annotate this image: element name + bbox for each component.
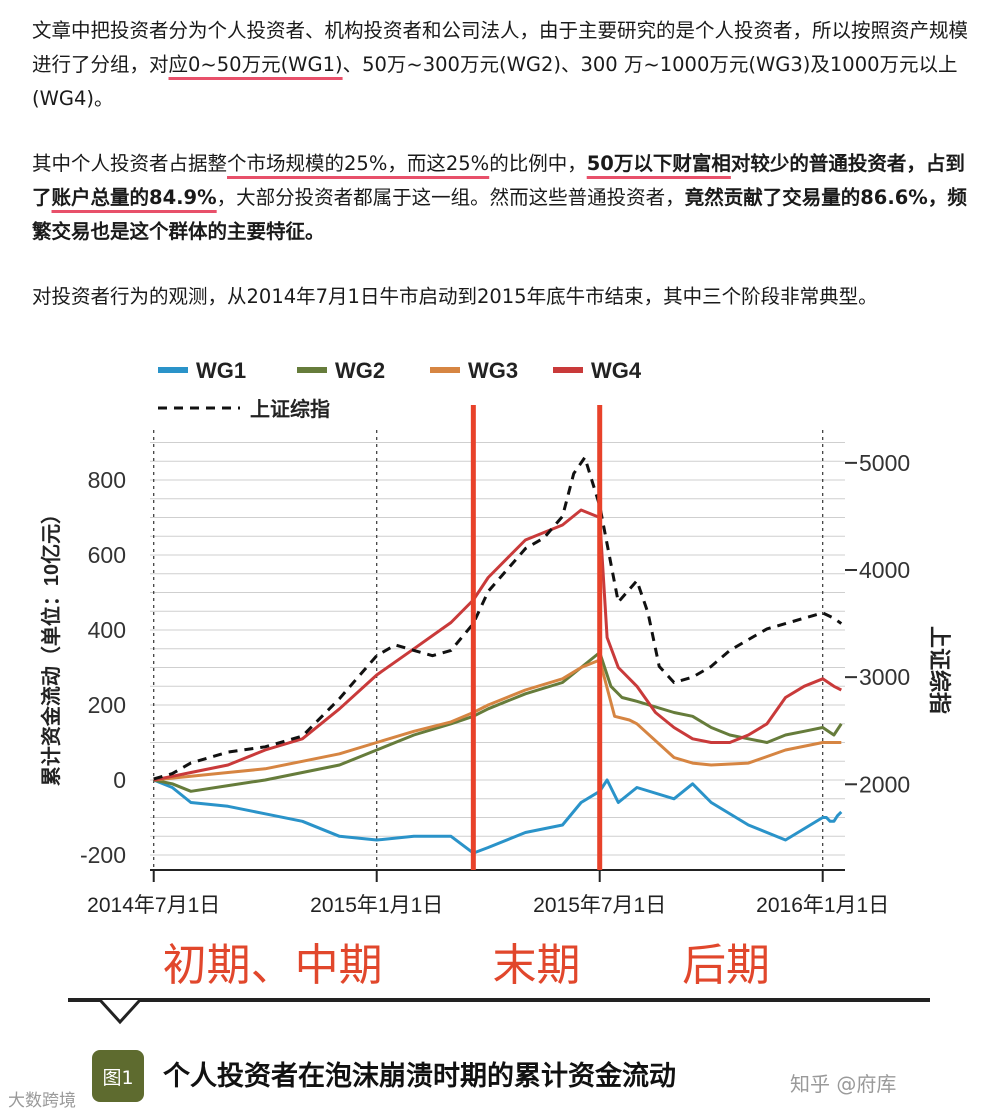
y-tick-label: 200 (88, 692, 126, 718)
watermark-right: 知乎 @府库 (790, 1072, 897, 1096)
p1-text-a: 文章中把投资者分为个人投资者、机构投资者和公司法人，由于主要研究的是个人投资者，… (32, 19, 969, 76)
phase-label: 后期 (682, 941, 770, 990)
x-tick-label: 2014年7月1日 (87, 894, 220, 917)
figure-caption: 个人投资者在泡沫崩溃时期的累计资金流动 (163, 1061, 676, 1092)
legend-label-WG4: WG4 (591, 358, 642, 383)
y2-tick-label: 4000 (859, 557, 910, 583)
paragraph-2: 其中个人投资者占据整个市场规模的25%，而这25%的比例中，50万以下财富相对较… (32, 147, 972, 249)
figure-badge: 图1 (92, 1050, 144, 1102)
p2-text-h: 竟然贡献了交易量的86.6%，频繁交易也是这个群体的主要特征。 (32, 186, 967, 243)
phase-label: 末期 (493, 941, 581, 990)
legend-label-index: 上证综指 (250, 397, 330, 421)
p2-text-c: 的比例中， (489, 152, 587, 175)
y-tick-label: 0 (113, 767, 126, 793)
paragraph-3: 对投资者行为的观测，从2014年7月1日牛市启动到2015年底牛市结束，其中三个… (32, 285, 878, 308)
phase-label: 初期、中期 (163, 941, 383, 990)
y-tick-label: 600 (88, 542, 126, 568)
x-tick-label: 2016年1月1日 (756, 894, 889, 917)
p1-text-b: 应0~50万元(WG1) (168, 53, 343, 76)
series-line-WG1 (153, 778, 843, 855)
p2-text-b: 个市场规模的25%，而这25% (227, 152, 490, 175)
y-tick-label: -200 (80, 842, 126, 868)
p2-text-a: 其中个人投资者占据整 (32, 152, 228, 175)
y2-tick-label: 3000 (859, 664, 910, 690)
y-tick-label: 400 (88, 617, 126, 643)
series-line-WG2 (153, 651, 843, 793)
p2-text-d: 50万以下财富相 (586, 152, 731, 175)
series-line-WG3 (153, 658, 842, 782)
y2-tick-label: 5000 (859, 450, 910, 476)
series-line-上证综指 (153, 456, 843, 781)
y2-tick-label: 2000 (859, 771, 910, 797)
y-tick-label: 800 (88, 467, 126, 493)
legend-label-WG3: WG3 (468, 358, 518, 383)
y2-axis-title: 上证综指 (927, 626, 952, 714)
x-tick-label: 2015年7月1日 (533, 894, 666, 917)
paragraph-1: 文章中把投资者分为个人投资者、机构投资者和公司法人，由于主要研究的是个人投资者，… (32, 14, 972, 116)
p2-text-e: 对较少的普通投资者，占到了 (32, 152, 965, 209)
caption-rule-notch (98, 998, 142, 1025)
p2-text-f: 账户总量的84.9% (51, 186, 217, 209)
p1-text-c: 、50万~300万元(WG2)、300 万~1000万元(WG3)及1000万元… (32, 53, 958, 110)
watermark-left: 大数跨境 (8, 1091, 76, 1111)
fund-flow-chart: -200 0 200 400 600 800 2000 3000 4000 5000 2014年7月… (39, 358, 952, 1025)
legend-label-WG1: WG1 (196, 358, 246, 383)
x-tick-label: 2015年1月1日 (310, 894, 443, 917)
legend-label-WG2: WG2 (335, 358, 385, 383)
p2-text-g: ，大部分投资者都属于这一组。然而这些普通投资者， (216, 186, 685, 209)
y-axis-title: 累计资金流动（单位：10亿元） (39, 504, 63, 786)
